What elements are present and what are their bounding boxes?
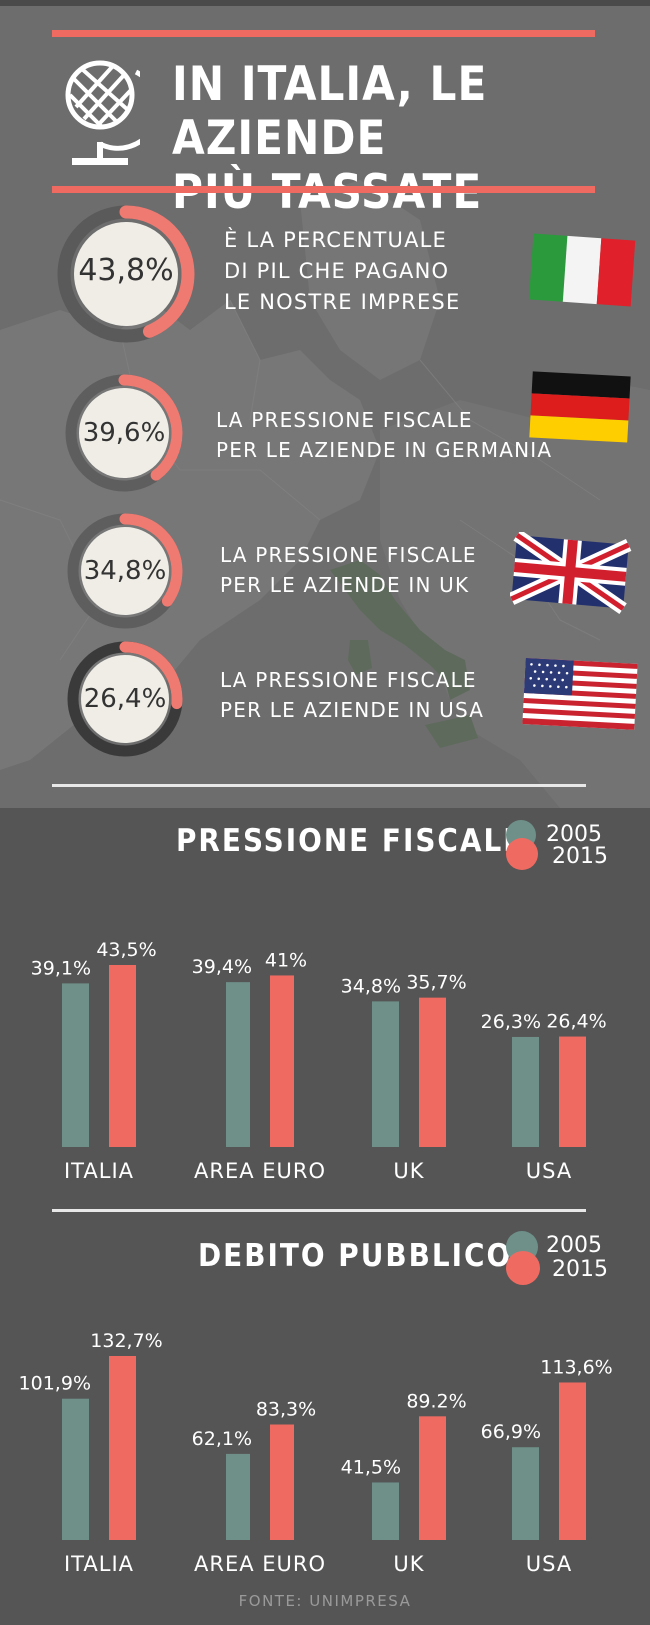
chart2-bar-italia-2015: [109, 1356, 136, 1540]
chart1-bar-italia-2015: [109, 965, 136, 1147]
germany-stat-text: LA PRESSIONE FISCALE PER LE AZIENDE IN G…: [216, 405, 552, 465]
title-line-1: IN ITALIA, LE AZIENDE: [172, 57, 488, 166]
chart2-category-label: UK: [393, 1552, 424, 1576]
title-rule-bottom: [52, 186, 595, 193]
usa-percent: 26,4%: [83, 684, 167, 714]
germany-stat-line-2: PER LE AZIENDE IN GERMANIA: [216, 438, 553, 462]
italy-ring-progress: [57, 205, 195, 343]
page-title: IN ITALIA, LE AZIENDE PIÙ TASSATE: [172, 58, 612, 220]
italy-stat-line-2: DI PIL CHE PAGANO: [224, 259, 450, 283]
chart2-value-label: 101,9%: [19, 1373, 91, 1395]
chart1-bar-usa-2005: [512, 1036, 539, 1147]
chart1-value-label: 39,1%: [31, 957, 91, 979]
chart2-value-label: 132,7%: [90, 1330, 162, 1352]
chart1-value-label: 26,4%: [546, 1011, 606, 1033]
section-divider-middle: [52, 1209, 586, 1212]
germany-stat-line-1: LA PRESSIONE FISCALE: [216, 408, 473, 432]
chart2-bar-uk-2015: [419, 1416, 446, 1540]
italy-stat-text: È LA PERCENTUALE DI PIL CHE PAGANO LE NO…: [224, 225, 460, 318]
chart1-value-label: 43,5%: [96, 939, 156, 961]
chart2-value-label: 41,5%: [341, 1456, 401, 1478]
chart2-bar-usa-2005: [512, 1447, 539, 1540]
chart1-bar-uk-2005: [372, 1001, 399, 1147]
italy-flag: [528, 233, 636, 307]
germany-percent-ring: [65, 374, 183, 492]
chart1-value-label: 35,7%: [406, 972, 466, 994]
chart2-bar-uk-2005: [372, 1482, 399, 1540]
chart2-bar-area-euro-2005: [226, 1453, 250, 1540]
chart1-value-label: 41%: [265, 949, 307, 971]
uk-ring-progress: [67, 513, 183, 629]
top-edge: [0, 0, 650, 6]
uk-percent: 34,8%: [83, 556, 167, 586]
chart2-legend-2015-label: 2015: [552, 1257, 608, 1282]
italy-stat-line-1: È LA PERCENTUALE: [224, 228, 448, 252]
chart2-value-label: 66,9%: [481, 1421, 541, 1443]
usa-flag: [522, 658, 638, 730]
chart1-category-label: AREA EURO: [194, 1159, 326, 1183]
chart2-bar-area-euro-2015: [270, 1424, 294, 1540]
usa-stat-text: LA PRESSIONE FISCALE PER LE AZIENDE IN U…: [220, 665, 484, 725]
chart2-bar-italia-2005: [62, 1398, 89, 1540]
chart1-value-label: 39,4%: [192, 956, 252, 978]
chart2-bar-chart: 101,9% 132,7% ITALIA 62,1%83,3% AREA EURO 41,…: [19, 1330, 613, 1576]
chart2-category-label: ITALIA: [64, 1552, 134, 1576]
italy-percent: 43,8%: [78, 253, 174, 288]
chart1-category-label: UK: [393, 1159, 424, 1183]
usa-stat-line-1: LA PRESSIONE FISCALE: [220, 668, 477, 692]
chart1-legend-2005-label: 2005: [546, 822, 602, 847]
chart2-value-label: 62,1%: [192, 1428, 252, 1450]
chart1-value-label: 26,3%: [481, 1011, 541, 1033]
chart1-bar-chart: 39,1%43,5% ITALIA 39,4% 41% AREA EURO 34,8% 35…: [31, 939, 607, 1183]
chart2-title: DEBITO PUBBLICO: [198, 1238, 513, 1274]
chart1-bar-uk-2015: [419, 997, 446, 1147]
chart2-legend-2015-swatch: [506, 1251, 540, 1285]
uk-stat-line-2: PER LE AZIENDE IN UK: [220, 573, 470, 597]
chart2-value-label: 89.2%: [406, 1390, 466, 1412]
chart1-bar-italia-2005: [62, 983, 89, 1147]
uk-stat-text: LA PRESSIONE FISCALE PER LE AZIENDE IN U…: [220, 540, 477, 600]
italy-percent-ring: [57, 205, 195, 343]
title-rule-top: [52, 30, 595, 37]
usa-ring-progress: [67, 641, 183, 757]
germany-ring-progress: [65, 374, 183, 492]
germany-percent: 39,6%: [82, 418, 166, 448]
chart2-category-label: AREA EURO: [194, 1552, 326, 1576]
uk-stat-line-1: LA PRESSIONE FISCALE: [220, 543, 477, 567]
italy-stat-line-3: LE NOSTRE IMPRESE: [224, 290, 461, 314]
chart1-title: PRESSIONE FISCALE: [176, 823, 525, 859]
chart1-bar-usa-2015: [559, 1036, 586, 1147]
top-section: IN ITALIA, LE AZIENDE PIÙ TASSATE 43,8% …: [0, 0, 650, 808]
globe-icon: [65, 60, 140, 165]
chart1-category-label: ITALIA: [64, 1159, 134, 1183]
germany-flag: [529, 371, 631, 443]
chart2-value-label: 83,3%: [256, 1398, 316, 1420]
uk-percent-ring: [67, 513, 183, 629]
chart1-category-label: USA: [526, 1159, 572, 1183]
usa-percent-ring: [67, 641, 183, 757]
chart1-bar-area-euro-2015: [270, 975, 294, 1147]
section-divider-top: [52, 784, 586, 787]
chart1-legend-2015-label: 2015: [552, 844, 608, 869]
chart2-value-label: 113,6%: [540, 1356, 612, 1378]
title-line-2: PIÙ TASSATE: [172, 166, 612, 220]
chart1-value-label: 34,8%: [341, 975, 401, 997]
chart2-legend-2005-label: 2005: [546, 1233, 602, 1258]
chart2-bar-usa-2015: [559, 1382, 586, 1540]
chart2-category-label: USA: [526, 1552, 572, 1576]
chart1-legend-2015-swatch: [506, 838, 538, 870]
chart1-bar-area-euro-2005: [226, 982, 250, 1147]
source-credit: FONTE: UNIMPRESA: [238, 1592, 412, 1610]
uk-flag: [510, 532, 632, 614]
usa-stat-line-2: PER LE AZIENDE IN USA: [220, 698, 485, 722]
